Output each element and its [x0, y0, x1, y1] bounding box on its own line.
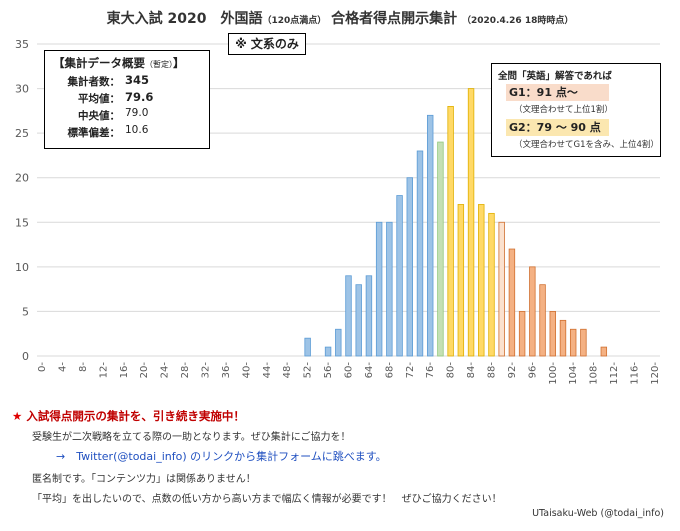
x-tick-label: 104- — [568, 362, 579, 385]
stats-header: 【集計データ概要（暫定）】 — [53, 56, 185, 70]
bar-86 — [478, 204, 485, 357]
bar-72 — [406, 177, 413, 357]
bar-100 — [549, 311, 556, 357]
x-tick-label: 12- — [98, 362, 109, 379]
x-tick-label: 64- — [364, 362, 375, 379]
x-tick-label: 24- — [160, 362, 171, 379]
x-tick-label: 120- — [650, 362, 661, 385]
footer-headline: ★ 入試得点開示の集計を、引き続き実施中！ — [12, 409, 245, 423]
title-tail: 合格者得点開示集計 — [331, 11, 458, 27]
bar-88 — [488, 212, 495, 357]
x-tick-label: 36- — [221, 362, 232, 379]
x-tick-label: 56- — [323, 362, 334, 379]
bar-96 — [529, 266, 536, 357]
y-tick-label: 20 — [15, 172, 29, 185]
stats-row-median: 中央値： 79.0 — [78, 107, 149, 122]
bar-58 — [335, 328, 342, 357]
credit-text: UTaisaku-Web (@todai_info) — [532, 508, 664, 519]
bar-82 — [457, 204, 465, 357]
bar-64 — [365, 275, 373, 357]
y-tick-label: 0 — [22, 350, 29, 363]
g2-note: （文理合わせてG1を含み、上位4割） — [514, 140, 659, 150]
x-tick-label: 40- — [241, 362, 252, 379]
x-tick-label: 96- — [527, 362, 538, 379]
x-tick-label: 108- — [589, 362, 600, 385]
bar-92 — [508, 248, 516, 357]
x-tick-label: 92- — [507, 362, 518, 379]
bar-98 — [539, 284, 546, 357]
x-tick-label: 72- — [405, 362, 416, 379]
x-tick-label: 116- — [629, 362, 640, 385]
footer-line-1: 受験生が二次戦略を立てる際の一助となります。ぜひ集計にご協力を！ — [32, 432, 351, 443]
grade-guide-box: 全問「英語」解答であれば G1：91 点～ （文理合わせて上位1割） G2：79… — [491, 63, 661, 157]
y-tick-label: 10 — [15, 261, 29, 274]
footer-line-3: 「平均」を出したいので、点数の低い方から高い方まで幅広く情報が必要です！ ぜひご… — [32, 494, 502, 505]
subtitle-box: ※ 文系のみ — [228, 33, 306, 55]
bar-76 — [426, 114, 434, 357]
x-tick-label: 76- — [425, 362, 436, 379]
stats-row-count: 集計者数： 345 — [67, 73, 150, 88]
bar-80 — [447, 106, 454, 357]
bar-56 — [324, 346, 332, 357]
star-icon: ★ — [12, 409, 23, 423]
x-tick-label: 100- — [548, 362, 559, 385]
y-tick-label: 5 — [22, 305, 29, 318]
x-tick-label: 48- — [282, 362, 293, 379]
twitter-form-link[interactable]: → Twitter(@todai_info) のリンクから集計フォームに跳べます… — [56, 450, 387, 463]
x-tick-label: 80- — [446, 362, 457, 379]
g1-band: G1：91 点～ — [506, 84, 609, 101]
x-tick-label: 84- — [466, 362, 477, 379]
stats-summary-box: 【集計データ概要（暫定）】 集計者数： 345 平均値： 79.6 中央値： 79.0… — [44, 50, 210, 149]
guide-header: 全問「英語」解答であれば — [498, 71, 612, 82]
x-tick-label: 60- — [344, 362, 355, 379]
stats-row-mean: 平均値： 79.6 — [78, 90, 154, 105]
bar-66 — [375, 221, 383, 357]
footer-line-2: 匿名制です。「コンテンツ力」は関係ありません！ — [32, 474, 256, 485]
g2-band: G2：79 ～ 90 点 — [506, 119, 609, 136]
x-tick-label: 8- — [78, 362, 89, 372]
y-tick-label: 15 — [15, 216, 29, 229]
g1-note: （文理合わせて上位1割） — [514, 105, 613, 115]
bar-68 — [386, 221, 393, 357]
stats-row-stddev: 標準偏差： 10.6 — [67, 124, 149, 139]
bar-90 — [498, 221, 505, 357]
x-tick-label: 88- — [486, 362, 497, 379]
title-paren: （120点満点） — [262, 16, 327, 26]
bar-52 — [304, 337, 311, 357]
x-tick-label: 52- — [303, 362, 314, 379]
x-tick-label: 32- — [201, 362, 212, 379]
x-tick-label: 20- — [139, 362, 150, 379]
bar-104 — [569, 328, 577, 357]
bar-70 — [396, 195, 403, 357]
x-tick-label: 112- — [609, 362, 620, 385]
title-date: （2020.4.26 18時時点） — [462, 16, 574, 26]
x-tick-label: 0- — [37, 362, 48, 372]
bar-84 — [467, 88, 475, 357]
x-tick-label: 4- — [58, 362, 69, 372]
bar-106 — [580, 328, 587, 357]
x-tick-label: 16- — [119, 362, 130, 379]
y-tick-label: 35 — [15, 38, 29, 51]
x-tick-label: 68- — [384, 362, 395, 379]
y-tick-label: 30 — [15, 83, 29, 96]
bar-110 — [600, 346, 608, 357]
bar-78 — [437, 141, 444, 357]
bar-62 — [355, 284, 362, 357]
chart-title: 東大入試 2020 外国語（120点満点） 合格者得点開示集計 （2020.4.… — [0, 8, 680, 28]
bar-60 — [345, 275, 352, 357]
y-tick-label: 25 — [15, 127, 29, 140]
bar-74 — [416, 150, 424, 357]
bar-94 — [518, 311, 526, 357]
title-main: 東大入試 2020 外国語 — [106, 11, 263, 27]
x-tick-label: 28- — [180, 362, 191, 379]
footer-notes: ★ 入試得点開示の集計を、引き続き実施中！ 受験生が二次戦略を立てる際の一助とな… — [12, 408, 672, 505]
x-tick-label: 44- — [262, 362, 273, 379]
bar-102 — [559, 319, 567, 357]
